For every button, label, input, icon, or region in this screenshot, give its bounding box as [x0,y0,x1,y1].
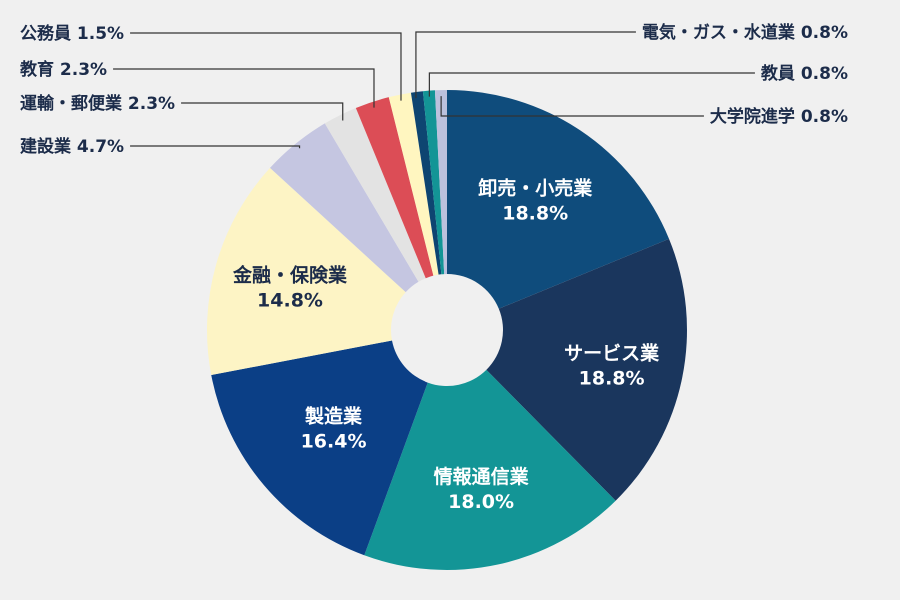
slice-label: 14.8% [257,289,323,311]
slice-label: 18.8% [579,368,645,390]
leader-line [130,32,402,101]
leader-line [415,31,636,99]
pie-slice [211,340,428,556]
slice-label: 金融・保険業 [232,263,348,286]
slice-label-value: 0.8% [795,64,848,84]
pie-slice [364,369,616,570]
leader-line [440,96,704,117]
slice-label-name: 電気・ガス・水道業 [642,22,795,43]
slice-label: 電気・ガス・水道業 0.8% [642,22,848,43]
slice-label: 公務員 1.5% [20,23,124,44]
slice-label-value: 0.8% [795,23,848,43]
pie-slice [410,91,442,275]
slice-label-value: 1.5% [71,24,124,44]
pie-slice [486,238,687,501]
pie-slice [269,123,419,293]
slices [207,90,687,570]
pie-slice [422,90,445,275]
pie-slice [388,92,439,276]
pie-slice [447,90,670,309]
slice-label: 情報通信業 [434,465,530,488]
slice-label: 卸売・小売業 [478,176,593,199]
pie-slice [324,107,426,282]
slice-label-name: 教育 [19,59,54,80]
slice-label-name: 建設業 [20,136,71,157]
slice-label-name: 教員 [760,63,795,84]
leader-line [428,72,755,97]
slice-label: 建設業 4.7% [20,136,124,157]
slice-label: 18.8% [502,202,568,224]
slice-label: 16.4% [301,430,367,452]
pie-slice [434,90,447,275]
pie-slice [207,167,406,375]
leader-line [181,102,344,121]
slice-label: サービス業 [564,342,660,365]
slice-label: 教育 2.3% [19,59,107,80]
labels: 卸売・小売業 18.8% サービス業 18.8% 情報通信業 18.0% 製造業 16.4% 金… [19,22,848,513]
slice-label: 大学院進学 0.8% [710,106,848,127]
slice-label-value: 2.3% [54,60,107,80]
slice-label-name: 公務員 [20,23,71,44]
leader-line [130,145,301,149]
slice-label: 運輸・郵便業 2.3% [20,93,175,114]
slice-label-value: 0.8% [795,107,848,127]
pie-slice [355,97,434,279]
slice-label: 18.0% [448,491,514,513]
slice-label-value: 4.7% [71,137,124,157]
slice-label-value: 2.3% [122,94,175,114]
slice-label-name: 運輸・郵便業 [20,93,122,114]
leader-line [113,68,375,108]
slice-label: 製造業 [304,404,363,427]
slice-label-name: 大学院進学 [710,106,795,127]
slice-label: 教員 0.8% [760,63,848,84]
